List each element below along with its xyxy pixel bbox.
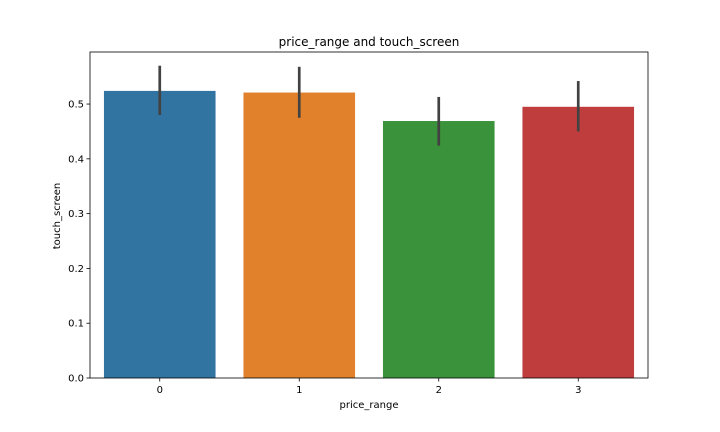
x-tick-label: 1 (296, 385, 302, 396)
y-tick-label: 0.1 (68, 319, 84, 330)
y-tick-label: 0.2 (68, 264, 84, 275)
bar-0 (103, 90, 216, 378)
plot-area: 0 1 2 3 0.0 0.1 0.2 0.3 0.4 0.5 (68, 51, 649, 396)
bar-2 (382, 121, 495, 379)
error-bars-group (158, 65, 580, 146)
y-tick-label: 0.4 (68, 154, 84, 165)
bar-3 (522, 106, 635, 378)
bars-group (103, 90, 635, 379)
y-axis-label: touch_screen (52, 183, 63, 249)
plot-frame (89, 51, 649, 379)
y-axis: 0.0 0.1 0.2 0.3 0.4 0.5 (68, 100, 90, 385)
bar-1 (243, 92, 356, 378)
x-tick-label: 3 (575, 385, 581, 396)
y-tick-label: 0.0 (68, 374, 84, 385)
x-axis: 0 1 2 3 (157, 378, 581, 396)
x-axis-label: price_range (340, 400, 399, 411)
y-tick-label: 0.5 (68, 100, 84, 111)
chart-title: price_range and touch_screen (279, 35, 460, 49)
y-tick-label: 0.3 (68, 209, 84, 220)
x-tick-label: 0 (157, 385, 163, 396)
x-tick-label: 2 (436, 385, 442, 396)
